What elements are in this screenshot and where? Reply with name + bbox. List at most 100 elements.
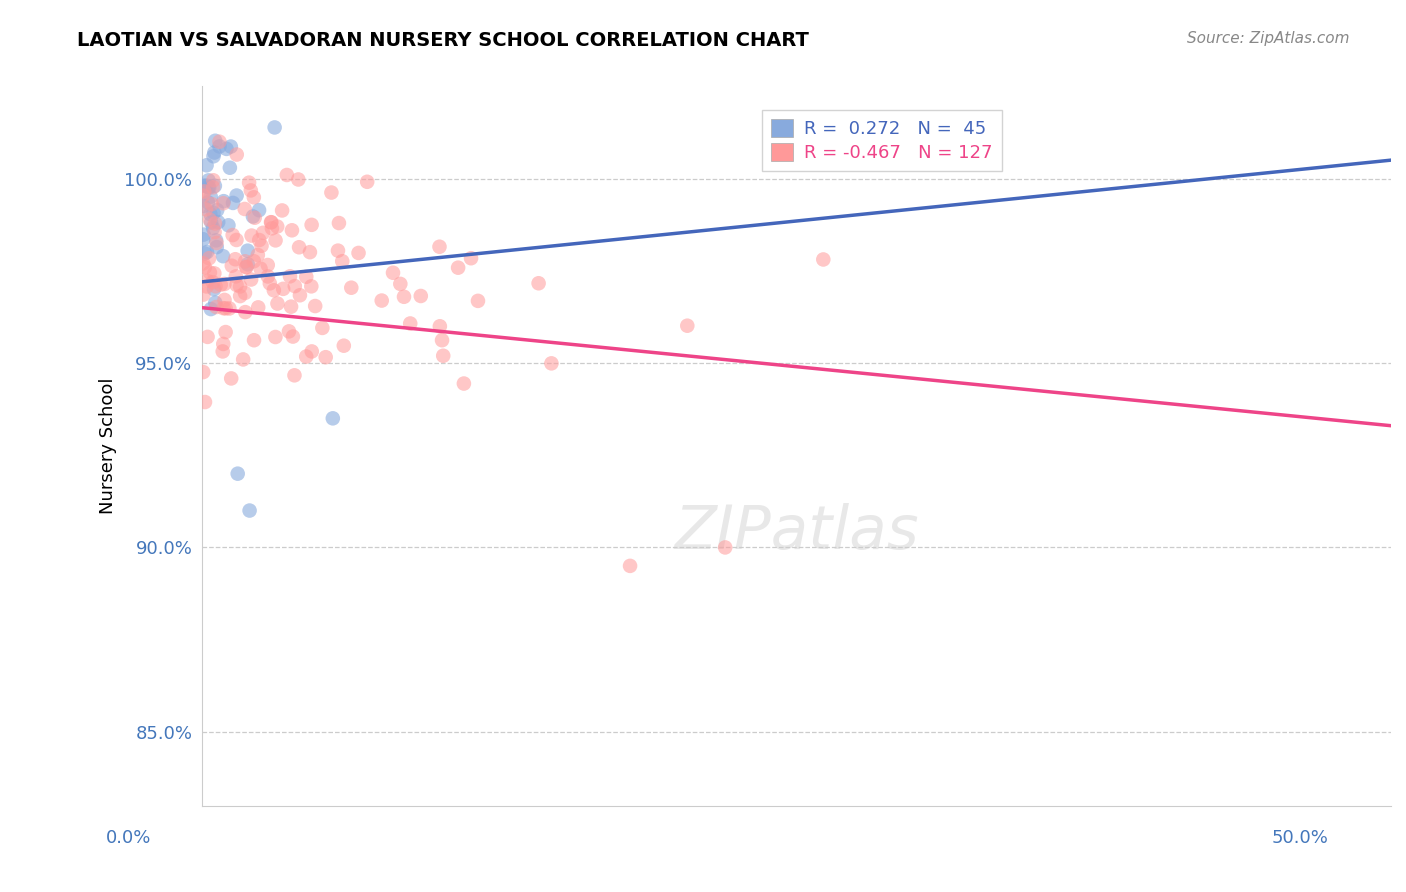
Point bbox=[263, 120, 285, 135]
Point bbox=[328, 216, 350, 230]
Point bbox=[330, 254, 353, 268]
Point bbox=[207, 215, 229, 229]
Point bbox=[409, 289, 432, 303]
Point bbox=[221, 259, 243, 273]
Text: 50.0%: 50.0% bbox=[1272, 829, 1329, 847]
Point bbox=[204, 279, 226, 293]
Point bbox=[432, 349, 454, 363]
Point bbox=[266, 219, 288, 234]
Point bbox=[204, 178, 226, 193]
Point bbox=[315, 350, 337, 364]
Point bbox=[247, 233, 270, 247]
Point bbox=[197, 195, 219, 210]
Point bbox=[447, 260, 470, 275]
Point bbox=[321, 186, 343, 200]
Point bbox=[193, 256, 215, 270]
Point bbox=[256, 258, 278, 272]
Point bbox=[201, 221, 224, 235]
Point bbox=[347, 246, 370, 260]
Point bbox=[204, 216, 226, 230]
Point bbox=[225, 233, 247, 247]
Point bbox=[263, 283, 285, 297]
Point bbox=[193, 185, 215, 199]
Point bbox=[460, 251, 482, 265]
Point bbox=[298, 245, 321, 260]
Point bbox=[239, 503, 262, 517]
Point bbox=[240, 228, 263, 243]
Point bbox=[205, 203, 228, 218]
Point bbox=[226, 467, 249, 481]
Point bbox=[224, 252, 246, 267]
Point bbox=[619, 558, 641, 573]
Point bbox=[212, 337, 235, 351]
Point bbox=[301, 218, 323, 232]
Point bbox=[194, 246, 217, 260]
Point bbox=[257, 269, 280, 284]
Point bbox=[205, 233, 228, 247]
Point bbox=[813, 252, 835, 267]
Point bbox=[212, 249, 235, 263]
Point bbox=[229, 279, 252, 293]
Point bbox=[204, 134, 226, 148]
Point bbox=[430, 333, 453, 347]
Point bbox=[392, 290, 415, 304]
Legend: R =  0.272   N =  45, R = -0.467   N = 127: R = 0.272 N = 45, R = -0.467 N = 127 bbox=[762, 110, 1001, 171]
Point bbox=[209, 277, 232, 292]
Point bbox=[243, 211, 266, 225]
Point bbox=[202, 173, 225, 187]
Point bbox=[240, 272, 263, 286]
Point bbox=[222, 195, 245, 210]
Point bbox=[301, 344, 323, 359]
Point bbox=[284, 279, 307, 293]
Point bbox=[195, 245, 218, 260]
Point bbox=[311, 321, 333, 335]
Point bbox=[214, 325, 236, 339]
Point bbox=[271, 203, 294, 218]
Point bbox=[218, 301, 240, 316]
Point bbox=[201, 197, 224, 211]
Point bbox=[249, 261, 271, 276]
Point bbox=[304, 299, 326, 313]
Point bbox=[527, 277, 550, 291]
Point bbox=[235, 260, 257, 274]
Point bbox=[197, 180, 219, 194]
Point bbox=[221, 228, 243, 243]
Point bbox=[467, 293, 489, 308]
Point bbox=[243, 333, 266, 347]
Point bbox=[540, 356, 562, 370]
Point bbox=[202, 180, 225, 194]
Point bbox=[242, 210, 264, 224]
Point bbox=[198, 212, 221, 227]
Point bbox=[193, 365, 215, 379]
Point bbox=[247, 301, 270, 315]
Point bbox=[276, 168, 298, 182]
Point bbox=[356, 175, 378, 189]
Point bbox=[259, 277, 281, 291]
Point bbox=[225, 188, 247, 202]
Point bbox=[714, 541, 737, 555]
Point bbox=[193, 199, 215, 213]
Point bbox=[250, 239, 273, 253]
Point bbox=[205, 300, 228, 314]
Point bbox=[204, 295, 226, 310]
Point bbox=[197, 330, 219, 344]
Point bbox=[194, 202, 217, 217]
Point bbox=[212, 301, 235, 316]
Point bbox=[202, 149, 225, 163]
Point bbox=[260, 215, 283, 229]
Point bbox=[266, 296, 288, 310]
Text: LAOTIAN VS SALVADORAN NURSERY SCHOOL CORRELATION CHART: LAOTIAN VS SALVADORAN NURSERY SCHOOL COR… bbox=[77, 31, 810, 50]
Point bbox=[205, 240, 228, 254]
Point bbox=[236, 244, 259, 258]
Point bbox=[288, 288, 311, 302]
Point bbox=[233, 285, 256, 300]
Point bbox=[429, 319, 451, 334]
Point bbox=[205, 235, 228, 250]
Point bbox=[235, 260, 257, 275]
Text: 0.0%: 0.0% bbox=[105, 829, 150, 847]
Point bbox=[217, 219, 239, 233]
Text: Source: ZipAtlas.com: Source: ZipAtlas.com bbox=[1187, 31, 1350, 46]
Point bbox=[225, 147, 247, 161]
Point bbox=[260, 215, 283, 229]
Point bbox=[219, 371, 242, 385]
